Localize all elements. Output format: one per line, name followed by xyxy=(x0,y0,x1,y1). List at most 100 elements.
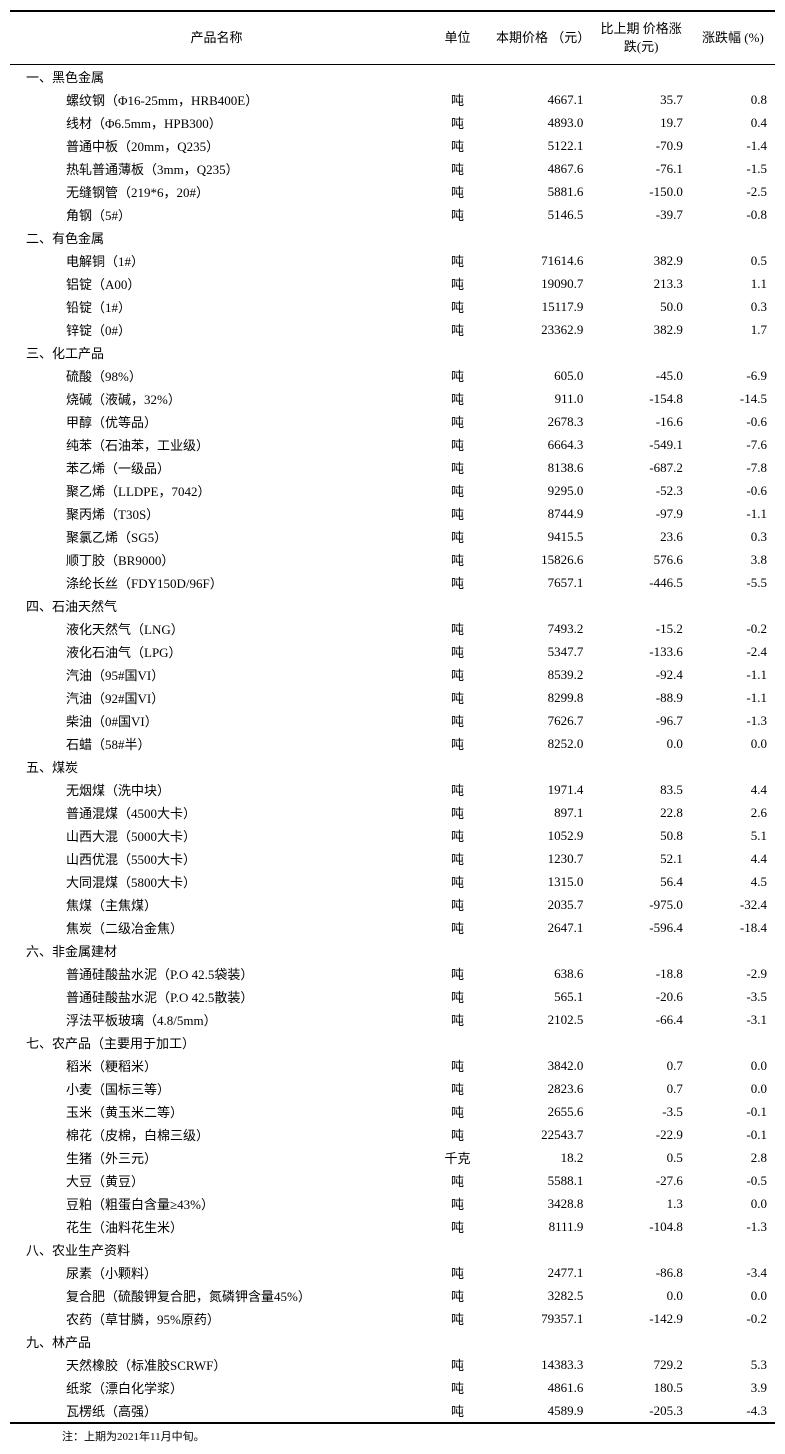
product-price: 3842.0 xyxy=(492,1054,591,1077)
product-change: -133.6 xyxy=(591,640,690,663)
product-change: -27.6 xyxy=(591,1169,690,1192)
table-row: 铝锭（A00）吨19090.7213.31.1 xyxy=(10,272,775,295)
table-row: 生猪（外三元）千克18.20.52.8 xyxy=(10,1146,775,1169)
product-pct: -3.4 xyxy=(691,1261,775,1284)
product-name: 铅锭（1#） xyxy=(10,295,423,318)
product-price: 18.2 xyxy=(492,1146,591,1169)
table-row: 角钢（5#）吨5146.5-39.7-0.8 xyxy=(10,203,775,226)
table-row: 玉米（黄玉米二等）吨2655.6-3.5-0.1 xyxy=(10,1100,775,1123)
product-change: -687.2 xyxy=(591,456,690,479)
product-change: -39.7 xyxy=(591,203,690,226)
product-name: 瓦楞纸（高强） xyxy=(10,1399,423,1423)
product-name: 锌锭（0#） xyxy=(10,318,423,341)
product-unit: 吨 xyxy=(423,801,492,824)
table-row: 聚乙烯（LLDPE，7042）吨9295.0-52.3-0.6 xyxy=(10,479,775,502)
table-row: 焦煤（主焦煤）吨2035.7-975.0-32.4 xyxy=(10,893,775,916)
section-title: 三、化工产品 xyxy=(10,341,775,364)
product-unit: 吨 xyxy=(423,1399,492,1423)
section-row: 八、农业生产资料 xyxy=(10,1238,775,1261)
table-row: 聚氯乙烯（SG5）吨9415.523.60.3 xyxy=(10,525,775,548)
product-name: 棉花（皮棉，白棉三级） xyxy=(10,1123,423,1146)
product-pct: -18.4 xyxy=(691,916,775,939)
product-name: 石蜡（58#半） xyxy=(10,732,423,755)
product-pct: -1.4 xyxy=(691,134,775,157)
product-change: 213.3 xyxy=(591,272,690,295)
product-pct: -7.6 xyxy=(691,433,775,456)
product-price: 4867.6 xyxy=(492,157,591,180)
product-change: -76.1 xyxy=(591,157,690,180)
product-change: -16.6 xyxy=(591,410,690,433)
table-row: 无烟煤（洗中块）吨1971.483.54.4 xyxy=(10,778,775,801)
product-change: 382.9 xyxy=(591,249,690,272)
product-change: 52.1 xyxy=(591,847,690,870)
section-row: 二、有色金属 xyxy=(10,226,775,249)
table-row: 山西优混（5500大卡）吨1230.752.14.4 xyxy=(10,847,775,870)
table-row: 纸浆（漂白化学浆）吨4861.6180.53.9 xyxy=(10,1376,775,1399)
product-name: 热轧普通薄板（3mm，Q235） xyxy=(10,157,423,180)
section-title: 一、黑色金属 xyxy=(10,65,775,89)
table-row: 无缝钢管（219*6，20#）吨5881.6-150.0-2.5 xyxy=(10,180,775,203)
product-price: 605.0 xyxy=(492,364,591,387)
product-price: 1315.0 xyxy=(492,870,591,893)
section-row: 六、非金属建材 xyxy=(10,939,775,962)
product-price: 4667.1 xyxy=(492,88,591,111)
product-name: 顺丁胶（BR9000） xyxy=(10,548,423,571)
product-price: 4861.6 xyxy=(492,1376,591,1399)
product-pct: -5.5 xyxy=(691,571,775,594)
table-row: 锌锭（0#）吨23362.9382.91.7 xyxy=(10,318,775,341)
product-change: -549.1 xyxy=(591,433,690,456)
table-row: 纯苯（石油苯，工业级）吨6664.3-549.1-7.6 xyxy=(10,433,775,456)
product-price: 2823.6 xyxy=(492,1077,591,1100)
product-price: 19090.7 xyxy=(492,272,591,295)
product-price: 4893.0 xyxy=(492,111,591,134)
product-change: -150.0 xyxy=(591,180,690,203)
product-pct: -3.5 xyxy=(691,985,775,1008)
product-unit: 吨 xyxy=(423,686,492,709)
product-change: -70.9 xyxy=(591,134,690,157)
product-pct: 0.0 xyxy=(691,1192,775,1215)
product-pct: -32.4 xyxy=(691,893,775,916)
product-price: 8138.6 xyxy=(492,456,591,479)
product-price: 1230.7 xyxy=(492,847,591,870)
header-row: 产品名称 单位 本期价格 （元） 比上期 价格涨跌(元) 涨跌幅 (%) xyxy=(10,11,775,65)
product-change: -20.6 xyxy=(591,985,690,1008)
product-name: 聚氯乙烯（SG5） xyxy=(10,525,423,548)
product-pct: 0.0 xyxy=(691,1284,775,1307)
product-pct: 0.0 xyxy=(691,1054,775,1077)
product-pct: 0.0 xyxy=(691,732,775,755)
product-price: 8299.8 xyxy=(492,686,591,709)
product-unit: 吨 xyxy=(423,1307,492,1330)
product-unit: 吨 xyxy=(423,824,492,847)
section-row: 五、煤炭 xyxy=(10,755,775,778)
product-name: 汽油（92#国VI） xyxy=(10,686,423,709)
product-pct: -0.6 xyxy=(691,479,775,502)
product-change: -446.5 xyxy=(591,571,690,594)
table-row: 普通硅酸盐水泥（P.O 42.5散装）吨565.1-20.6-3.5 xyxy=(10,985,775,1008)
product-unit: 吨 xyxy=(423,1169,492,1192)
product-unit: 吨 xyxy=(423,387,492,410)
table-row: 硫酸（98%）吨605.0-45.0-6.9 xyxy=(10,364,775,387)
product-change: 0.7 xyxy=(591,1077,690,1100)
product-unit: 吨 xyxy=(423,1008,492,1031)
product-change: 83.5 xyxy=(591,778,690,801)
product-unit: 吨 xyxy=(423,203,492,226)
table-row: 棉花（皮棉，白棉三级）吨22543.7-22.9-0.1 xyxy=(10,1123,775,1146)
product-name: 铝锭（A00） xyxy=(10,272,423,295)
section-title: 六、非金属建材 xyxy=(10,939,775,962)
product-pct: -0.1 xyxy=(691,1123,775,1146)
table-row: 尿素（小颗料）吨2477.1-86.8-3.4 xyxy=(10,1261,775,1284)
product-unit: 吨 xyxy=(423,732,492,755)
product-unit: 吨 xyxy=(423,1054,492,1077)
product-pct: 0.4 xyxy=(691,111,775,134)
product-pct: -0.2 xyxy=(691,617,775,640)
product-change: 382.9 xyxy=(591,318,690,341)
table-row: 稻米（粳稻米）吨3842.00.70.0 xyxy=(10,1054,775,1077)
product-unit: 吨 xyxy=(423,295,492,318)
product-pct: 4.4 xyxy=(691,847,775,870)
product-unit: 吨 xyxy=(423,1284,492,1307)
product-unit: 吨 xyxy=(423,548,492,571)
product-name: 稻米（粳稻米） xyxy=(10,1054,423,1077)
product-price: 15826.6 xyxy=(492,548,591,571)
product-name: 农药（草甘膦，95%原药） xyxy=(10,1307,423,1330)
product-unit: 吨 xyxy=(423,88,492,111)
